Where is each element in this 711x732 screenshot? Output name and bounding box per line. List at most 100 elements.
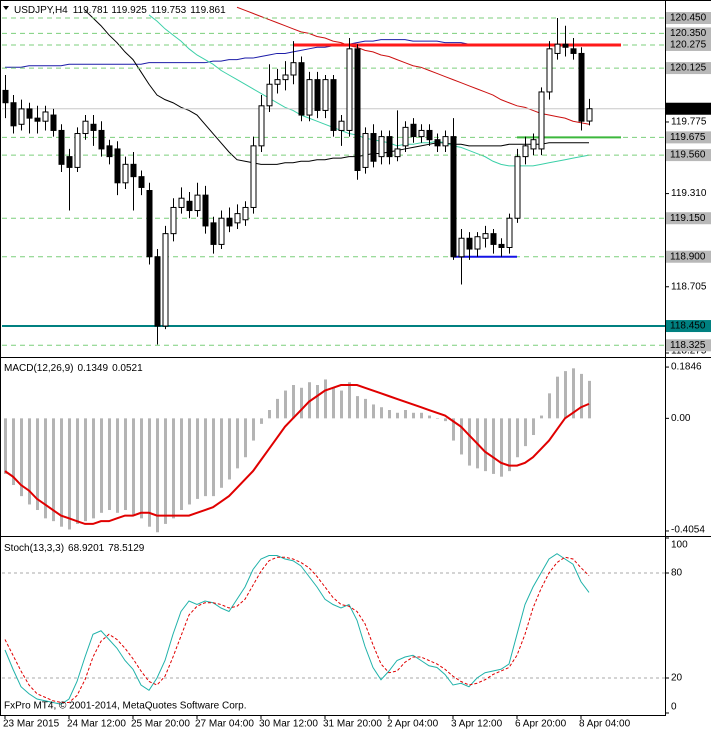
candle-body — [434, 139, 441, 147]
price-level-box — [666, 27, 711, 40]
stoch-title: Stoch(13,3,3) — [4, 543, 64, 554]
price-level-label: 119.150 — [670, 213, 706, 224]
macd-bar — [404, 410, 407, 419]
y-tick-label: 80 — [671, 568, 683, 579]
candle-body — [138, 176, 145, 188]
y-tick-label: -0.4054 — [671, 525, 705, 536]
menu-arrow[interactable] — [3, 6, 9, 10]
macd-bar — [396, 412, 399, 419]
x-tick-label: 25 Mar 20:00 — [131, 719, 190, 730]
macd-bar — [92, 418, 95, 519]
macd-bar — [276, 398, 279, 419]
candle-body — [514, 156, 521, 219]
candle-body — [18, 108, 25, 125]
macd-bar — [468, 418, 471, 466]
macd-bar — [348, 382, 351, 419]
candle-body — [146, 190, 153, 258]
y-tick-label: 0 — [671, 702, 677, 713]
macd-bar — [340, 390, 343, 419]
candle-body — [482, 233, 489, 239]
macd-bar — [108, 418, 111, 511]
candle-body — [186, 200, 193, 212]
macd-plot — [4, 368, 591, 533]
candle-body — [42, 111, 49, 122]
candle-body — [98, 129, 105, 150]
x-tick-label: 30 Mar 12:00 — [259, 719, 318, 730]
candle-body — [490, 233, 497, 245]
candle-body — [426, 129, 433, 141]
price-level-box — [666, 12, 711, 25]
macd-bar — [412, 412, 415, 419]
macd-bar — [20, 418, 23, 497]
price-level-box — [666, 212, 711, 225]
macd-bar — [188, 418, 191, 505]
macd-bar — [516, 418, 519, 458]
stoch-line — [4, 556, 590, 703]
stoch-line — [4, 553, 590, 705]
price-level-label: 119.675 — [670, 132, 706, 143]
candle-body — [522, 145, 529, 158]
last-price-label: 119.861 — [670, 103, 706, 114]
macd-bar — [492, 418, 495, 474]
macd-bar — [116, 418, 119, 513]
macd-bar — [564, 371, 567, 419]
candle-body — [282, 74, 289, 81]
macd-bar — [4, 418, 7, 474]
candle-body — [66, 156, 73, 168]
candle-body — [354, 48, 361, 171]
candle-body — [266, 83, 273, 107]
stoch-header: Stoch(13,3,3) 68.9201 78.5129 — [4, 543, 145, 554]
candle-body — [418, 129, 425, 138]
macd-bar — [52, 418, 55, 522]
candle-body — [362, 133, 369, 168]
macd-header: MACD(12,26,9) 0.1349 0.0521 — [4, 363, 143, 374]
hline-box — [666, 320, 711, 333]
macd-bar — [204, 418, 207, 497]
candle-body — [410, 123, 417, 138]
y-tick-label: 20 — [671, 673, 683, 684]
candle-body — [154, 256, 161, 327]
macd-bar — [532, 418, 535, 436]
macd-bar — [436, 418, 439, 419]
price-level-label: 120.450 — [670, 13, 707, 24]
macd-bar — [164, 418, 167, 524]
macd-bar — [236, 418, 239, 469]
candle-body — [242, 206, 249, 221]
price-level-label: 120.350 — [670, 28, 707, 39]
candle-body — [178, 197, 185, 208]
candle-body — [538, 91, 545, 150]
macd-bar — [268, 410, 271, 419]
macd-bar — [444, 418, 447, 422]
candle-body — [194, 194, 201, 212]
price-level-box — [666, 62, 711, 75]
price-level-box — [666, 38, 711, 51]
macd-bar — [196, 418, 199, 499]
macd-bar — [460, 418, 463, 455]
candle-body — [114, 148, 121, 184]
macd-signal-value: 0.0521 — [112, 363, 143, 374]
macd-bar — [84, 418, 87, 522]
candle-body — [226, 217, 233, 227]
x-tick-label: 3 Apr 12:00 — [451, 719, 503, 730]
candle-body — [290, 62, 297, 76]
hline-label: 118.450 — [670, 321, 706, 332]
price-level-label: 119.560 — [670, 150, 706, 161]
macd-bar — [556, 376, 559, 419]
macd-bar — [372, 404, 375, 419]
candle-body — [106, 145, 113, 158]
macd-bar — [332, 387, 335, 419]
macd-bar — [148, 418, 151, 527]
candle-body — [330, 79, 337, 131]
candle-body — [34, 117, 41, 122]
ohlc-high: 119.925 — [111, 5, 147, 16]
candle-body — [26, 108, 33, 119]
price-plot — [2, 6, 665, 346]
price-level-box — [666, 250, 711, 263]
candle-body — [378, 136, 385, 158]
price-level-box — [666, 149, 711, 162]
stoch-signal-value: 78.5129 — [108, 543, 145, 554]
stoch-main-value: 68.9201 — [68, 543, 105, 554]
macd-bar — [284, 390, 287, 419]
